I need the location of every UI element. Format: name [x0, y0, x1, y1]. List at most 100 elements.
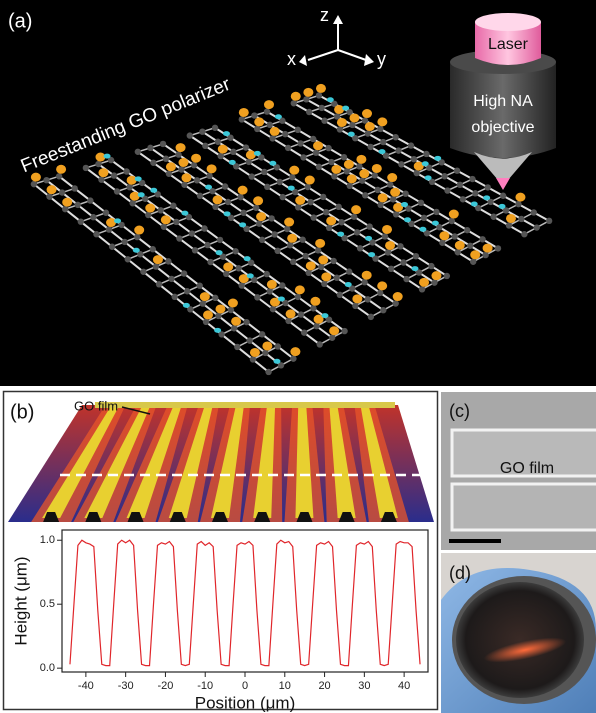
- carbon-atom: [157, 207, 164, 214]
- carbon-atom: [502, 207, 510, 214]
- carbon-atom: [515, 200, 522, 208]
- carbon-atom: [397, 243, 404, 250]
- hydrogen-atom: [181, 210, 189, 216]
- carbon-atom: [152, 263, 160, 270]
- carbon-atom: [318, 263, 325, 271]
- carbon-atom: [190, 162, 198, 169]
- carbon-atom: [379, 138, 387, 146]
- carbon-atom: [276, 178, 283, 186]
- oxygen-atom: [439, 231, 450, 241]
- oxygen-atom: [238, 274, 249, 284]
- carbon-atom: [530, 209, 538, 216]
- objective-body: [450, 62, 556, 158]
- bond: [189, 308, 207, 323]
- carbon-atom: [302, 252, 309, 260]
- ridge-shadow: [85, 512, 102, 522]
- carbon-atom: [284, 144, 292, 152]
- carbon-atom: [196, 282, 203, 289]
- carbon-atom: [218, 331, 225, 338]
- oxygen-atom: [303, 87, 314, 97]
- bond: [225, 273, 243, 287]
- axes-icon: [299, 15, 374, 66]
- oxygen-atom: [178, 158, 189, 168]
- carbon-atom: [282, 130, 289, 138]
- carbon-atom: [420, 214, 428, 222]
- oxygen-atom: [359, 169, 370, 179]
- hydrogen-atom: [150, 187, 158, 193]
- hydrogen-atom: [434, 155, 442, 161]
- y-tick-label: 0.0: [40, 662, 55, 674]
- carbon-atom: [313, 322, 320, 330]
- hydrogen-atom: [344, 282, 352, 288]
- hydrogen-atom: [182, 302, 190, 308]
- carbon-atom: [314, 247, 322, 254]
- oxygen-atom: [413, 161, 424, 171]
- carbon-atom: [118, 221, 125, 229]
- oxygen-atom: [106, 218, 117, 228]
- carbon-atom: [482, 251, 489, 259]
- carbon-atom: [494, 245, 502, 252]
- oxygen-atom: [362, 109, 373, 119]
- ridge-shadow: [296, 512, 313, 522]
- carbon-atom: [165, 170, 173, 177]
- carbon-atom: [286, 242, 294, 249]
- carbon-atom: [320, 193, 327, 201]
- carbon-atom: [456, 181, 464, 188]
- hydrogen-atom: [103, 153, 111, 159]
- carbon-atom: [290, 355, 297, 362]
- bond: [85, 167, 103, 181]
- bond: [136, 236, 154, 251]
- hydrogen-atom: [223, 211, 231, 217]
- carbon-atom: [254, 294, 261, 301]
- bond: [303, 331, 321, 346]
- oxygen-atom: [203, 310, 214, 320]
- hydrogen-atom: [419, 226, 427, 232]
- oxygen-atom: [215, 304, 226, 314]
- carbon-atom: [472, 190, 479, 197]
- carbon-atom: [137, 251, 144, 258]
- bond: [183, 272, 201, 287]
- bond: [287, 320, 305, 334]
- oxygen-atom: [505, 213, 516, 223]
- carbon-atom: [251, 112, 258, 119]
- carbon-atom: [369, 239, 376, 246]
- oxygen-atom: [387, 173, 398, 183]
- carbon-atom: [431, 279, 438, 286]
- oxygen-atom: [165, 162, 176, 172]
- carbon-atom: [505, 222, 513, 229]
- carbon-atom: [193, 177, 201, 184]
- carbon-atom: [175, 151, 182, 158]
- oxygen-atom: [160, 215, 171, 225]
- bond: [132, 202, 149, 216]
- carbon-atom: [436, 223, 443, 231]
- carbon-atom: [392, 300, 399, 307]
- carbon-atom: [246, 337, 253, 344]
- carbon-atom: [297, 311, 305, 318]
- carbon-atom: [353, 229, 361, 236]
- bond: [250, 261, 268, 275]
- hydrogen-atom: [222, 131, 230, 137]
- carbon-atom: [413, 169, 420, 177]
- bond: [178, 237, 196, 252]
- bond: [64, 208, 82, 223]
- bond: [219, 239, 237, 253]
- bond: [281, 284, 299, 298]
- carbon-atom: [98, 176, 105, 183]
- carbon-atom: [366, 223, 373, 230]
- carbon-atom: [410, 155, 418, 163]
- carbon-atom: [238, 282, 245, 289]
- panel-label: (a): [8, 10, 32, 32]
- y-axis-arrow: [337, 49, 367, 61]
- carbon-atom: [191, 247, 199, 254]
- carbon-atom: [346, 108, 353, 116]
- ridge-shadow: [43, 512, 60, 522]
- hydrogen-atom: [403, 217, 411, 223]
- carbon-atom: [265, 368, 272, 376]
- bond: [203, 227, 221, 241]
- axis-y-label: y: [377, 49, 386, 69]
- carbon-atom: [331, 173, 338, 180]
- oxygen-atom: [145, 203, 156, 213]
- carbon-atom: [325, 224, 333, 232]
- carbon-atom: [227, 134, 234, 141]
- carbon-atom: [303, 96, 310, 103]
